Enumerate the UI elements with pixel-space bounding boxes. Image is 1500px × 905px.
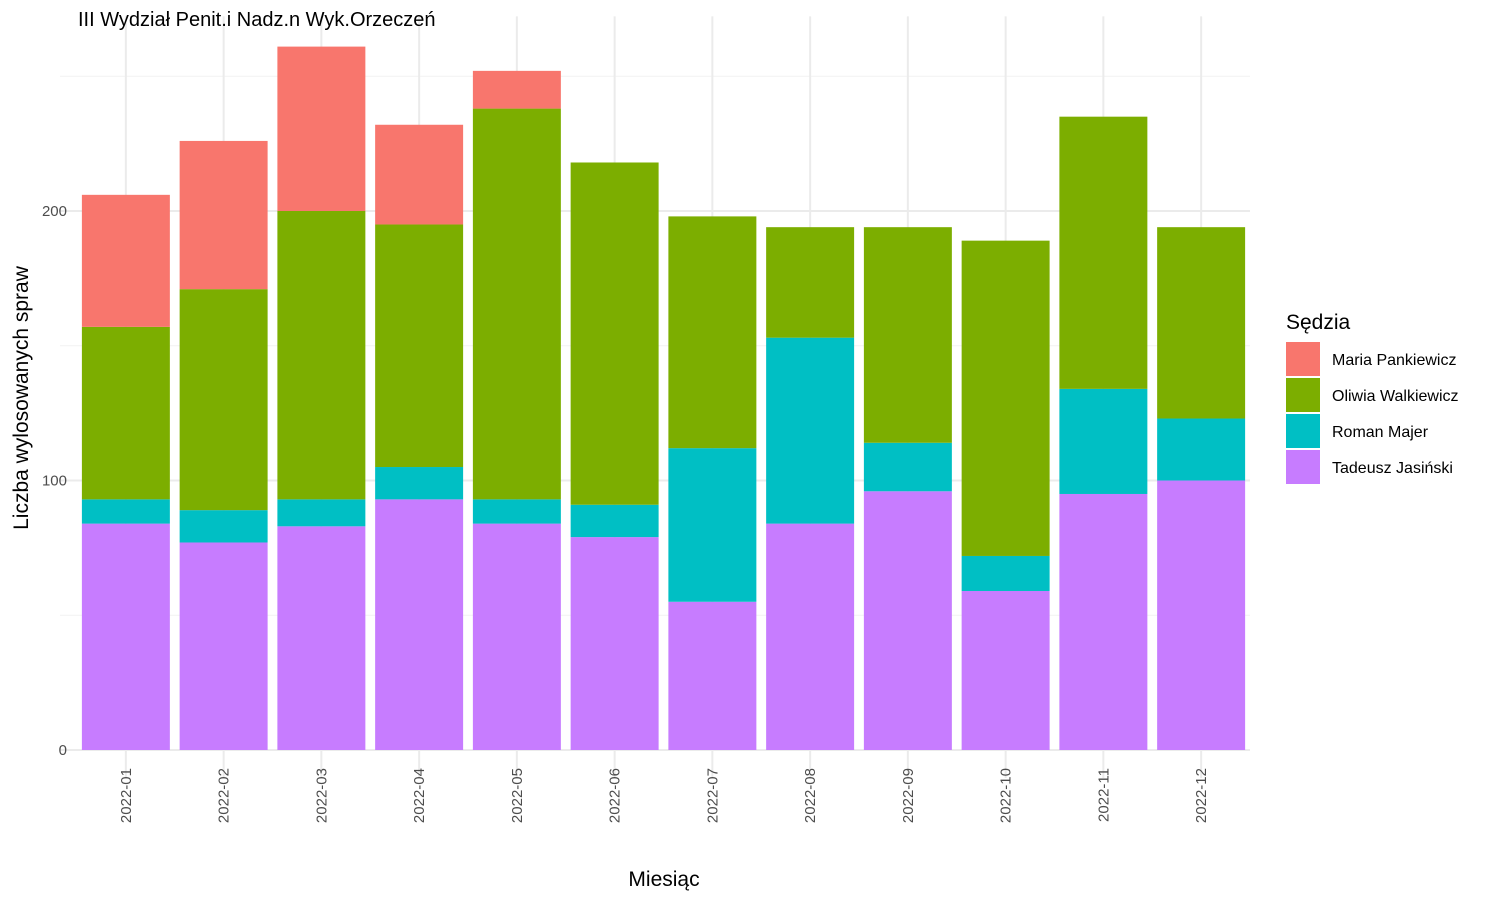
chart-title: III Wydział Penit.i Nadz.n Wyk.Orzeczeń — [78, 9, 436, 31]
bar-segment — [375, 467, 464, 500]
x-tick-label: 2022-05 — [509, 768, 526, 823]
bar-stack-2022-01 — [81, 194, 170, 750]
bar-segment — [277, 499, 366, 527]
bar-segment — [766, 523, 855, 750]
legend-swatch — [1286, 342, 1320, 376]
bar-stack-2022-02 — [179, 140, 268, 750]
bar-segment — [375, 124, 464, 225]
x-tick-label: 2022-09 — [900, 768, 917, 823]
x-tick-label: 2022-07 — [704, 768, 721, 823]
bar-segment — [375, 499, 464, 750]
bar-stack-2022-06 — [570, 162, 659, 750]
bar-stack-2022-11 — [1059, 116, 1148, 750]
bar-segment — [472, 523, 561, 750]
bar-segment — [81, 194, 170, 327]
legend-label: Roman Majer — [1332, 424, 1429, 441]
bar-segment — [668, 601, 757, 750]
x-tick-label: 2022-10 — [998, 768, 1015, 823]
bar-segment — [961, 240, 1050, 556]
x-tick-label: 2022-08 — [802, 768, 819, 823]
bar-stack-2022-08 — [766, 227, 855, 750]
bar-segment — [1059, 493, 1148, 750]
bar-segment — [668, 216, 757, 449]
bar-stack-2022-03 — [277, 46, 366, 750]
legend: Sędzia Maria Pankiewicz Oliwia Walkiewicz… — [1286, 311, 1459, 484]
bar-stack-2022-09 — [863, 227, 952, 750]
legend-item: Roman Majer — [1286, 414, 1429, 448]
legend-swatch — [1286, 414, 1320, 448]
bar-segment — [863, 491, 952, 750]
y-axis-title: Liczba wylosowanych spraw — [10, 265, 33, 530]
bar-segment — [1059, 388, 1148, 494]
bar-stack-2022-07 — [668, 216, 757, 750]
legend-label: Tadeusz Jasiński — [1332, 460, 1453, 477]
legend-label: Oliwia Walkiewicz — [1332, 388, 1459, 405]
bar-segment — [1157, 418, 1246, 481]
bar-segment — [277, 211, 366, 500]
legend-item: Maria Pankiewicz — [1286, 342, 1456, 376]
bar-segment — [81, 523, 170, 750]
legend-swatch — [1286, 450, 1320, 484]
bar-segment — [1157, 227, 1246, 419]
y-tick-label: 0 — [59, 742, 67, 759]
bar-segment — [375, 224, 464, 468]
y-axis-ticks: 0 100 200 — [42, 203, 67, 759]
x-axis-title: Miesiąc — [628, 868, 699, 891]
bar-stack-2022-10 — [961, 240, 1050, 750]
y-tick-label: 100 — [42, 473, 67, 490]
bar-segment — [961, 590, 1050, 750]
y-tick-label: 200 — [42, 203, 67, 220]
legend-item: Oliwia Walkiewicz — [1286, 378, 1459, 412]
bar-segment — [961, 555, 1050, 591]
bar-segment — [570, 504, 659, 538]
bar-segment — [570, 162, 659, 505]
bar-segment — [766, 227, 855, 338]
x-tick-label: 2022-01 — [118, 768, 135, 823]
legend-label: Maria Pankiewicz — [1332, 352, 1456, 369]
bar-segment — [668, 448, 757, 602]
bar-segment — [277, 526, 366, 750]
x-tick-label: 2022-03 — [313, 768, 330, 823]
bars-layer — [81, 46, 1246, 750]
bar-stack-2022-04 — [375, 124, 464, 750]
bar-segment — [570, 537, 659, 750]
bar-segment — [863, 227, 952, 443]
x-tick-label: 2022-11 — [1095, 768, 1112, 822]
bar-segment — [472, 70, 561, 109]
x-tick-label: 2022-06 — [607, 768, 624, 823]
bar-segment — [179, 510, 268, 543]
bar-segment — [179, 289, 268, 511]
bar-segment — [472, 108, 561, 500]
bar-stack-2022-12 — [1157, 227, 1246, 750]
bar-segment — [277, 46, 366, 212]
legend-title: Sędzia — [1286, 311, 1351, 334]
bar-segment — [1157, 480, 1246, 750]
bar-segment — [472, 499, 561, 524]
bar-segment — [179, 140, 268, 290]
x-tick-label: 2022-02 — [216, 768, 233, 823]
bar-stack-2022-05 — [472, 70, 561, 750]
x-tick-label: 2022-12 — [1193, 768, 1210, 823]
bar-segment — [81, 326, 170, 500]
bar-segment — [1059, 116, 1148, 389]
bar-segment — [81, 499, 170, 524]
legend-swatch — [1286, 378, 1320, 412]
bar-segment — [766, 337, 855, 524]
x-axis-ticks: 2022-01 2022-02 2022-03 2022-04 2022-05 2022-… — [118, 768, 1210, 823]
legend-item: Tadeusz Jasiński — [1286, 450, 1453, 484]
bar-segment — [179, 542, 268, 750]
legend-items: Maria Pankiewicz Oliwia Walkiewicz Roman M… — [1286, 342, 1459, 484]
bar-segment — [863, 442, 952, 492]
x-tick-label: 2022-04 — [411, 768, 428, 823]
